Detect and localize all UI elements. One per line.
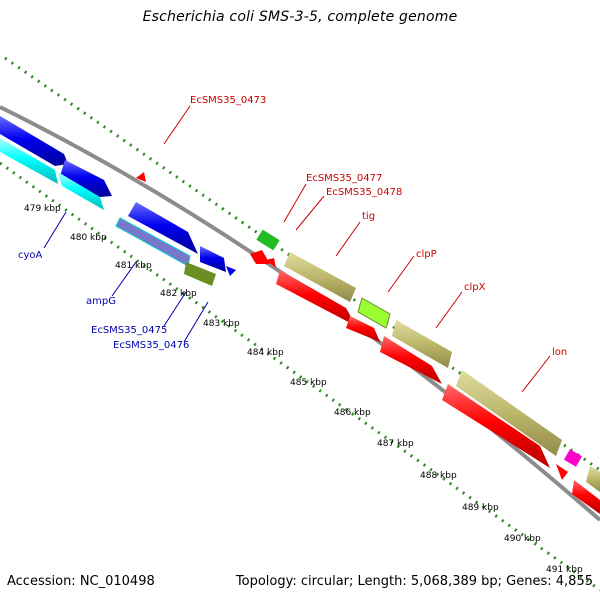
feature-blue-1 (0, 116, 68, 166)
scale-labels: 479 kbp 480 kbp 481 kbp 482 kbp 483 kbp … (24, 204, 583, 575)
feature-red-clpP-rev (346, 316, 380, 342)
scale-label: 488 kbp (420, 471, 457, 481)
feature-blue-3 (200, 246, 226, 272)
leader-EcSMS35_0475 (163, 291, 187, 327)
feature-red-tig-rev (276, 270, 356, 326)
leader-EcSMS35_0477 (283, 183, 307, 223)
gene-label: EcSMS35_0478 (326, 187, 402, 198)
reverse-strand-features (0, 116, 236, 286)
gene-label: clpP (416, 249, 437, 260)
feature-blue-2 (60, 160, 112, 197)
gene-label: ampG (86, 296, 116, 307)
leader-EcSMS35_0476 (183, 301, 209, 343)
leader-cyoA (43, 211, 67, 249)
gene-label: EcSMS35_0477 (306, 173, 382, 184)
scale-label: 482 kbp (160, 289, 197, 299)
scale-label: 491 kbp (546, 565, 583, 575)
feature-red-clpX-rev (380, 336, 442, 384)
leader-ampG (111, 261, 137, 297)
scale-label: 480 kbp (70, 233, 107, 243)
feature-magenta (563, 449, 583, 467)
feature-red-EcSMS35_0473 (136, 172, 146, 182)
feature-khaki-clpX (392, 320, 452, 368)
accession-text: Accession: NC_010498 (7, 574, 155, 589)
label-leaders (43, 105, 551, 393)
feature-khaki-lon (456, 370, 562, 456)
feature-red-arrow-small (266, 258, 276, 268)
leader-EcSMS35_0473 (163, 105, 191, 145)
leader-clpX (435, 291, 463, 329)
gene-labels: EcSMS35_0473 EcSMS35_0477 EcSMS35_0478 t… (18, 95, 567, 358)
feature-olive-EcSMS35_0476 (184, 262, 216, 286)
feature-red-end (572, 480, 600, 514)
inner-tick-ring (0, 161, 600, 592)
forward-strand-features (136, 172, 600, 514)
gene-label: clpX (464, 282, 486, 293)
gene-label: lon (552, 347, 567, 358)
feature-blue-arrow (226, 266, 236, 276)
feature-red-small-2 (556, 464, 568, 480)
genome-summary-text: Topology: circular; Length: 5,068,389 bp… (235, 574, 593, 589)
feature-blue-ampG (128, 202, 198, 254)
genome-backbone (0, 105, 600, 522)
feature-khaki-end (586, 466, 600, 492)
gene-label: EcSMS35_0475 (91, 325, 167, 336)
scale-label: 483 kbp (203, 319, 240, 329)
scale-label: 479 kbp (24, 204, 61, 214)
scale-label: 481 kbp (115, 261, 152, 271)
scale-label: 487 kbp (377, 439, 414, 449)
scale-label: 489 kbp (462, 503, 499, 513)
feature-khaki-tig (284, 252, 356, 302)
gene-label: tig (362, 211, 375, 222)
leader-tig (335, 221, 361, 257)
feature-lime-clpP (357, 297, 391, 329)
feature-red-lon-rev (442, 384, 550, 468)
leader-EcSMS35_0478 (295, 195, 325, 231)
gene-label: EcSMS35_0473 (190, 95, 266, 106)
feature-cyan-cyoA (0, 138, 58, 184)
scale-label: 490 kbp (504, 534, 541, 544)
scale-label: 485 kbp (290, 378, 327, 388)
gene-label: EcSMS35_0476 (113, 340, 189, 351)
map-title: Escherichia coli SMS-3-5, complete genom… (142, 9, 458, 25)
leader-lon (521, 355, 551, 393)
scale-label: 484 kbp (247, 348, 284, 358)
feature-cyan-2 (58, 172, 104, 210)
leader-clpP (387, 255, 415, 293)
feature-green-EcSMS35_0477 (256, 229, 280, 251)
gene-label: cyoA (18, 250, 43, 261)
feature-red-EcSMS35_0478 (250, 250, 270, 264)
scale-label: 486 kbp (334, 408, 371, 418)
